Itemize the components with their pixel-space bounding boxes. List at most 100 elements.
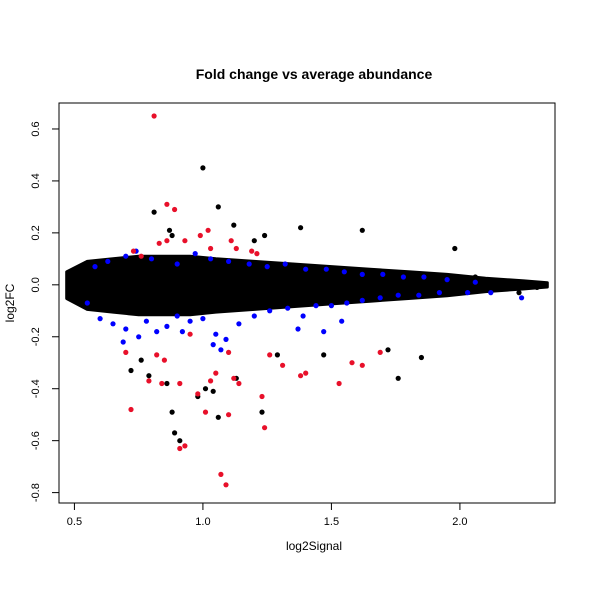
y-tick-label: -0.8 [30, 483, 42, 502]
data-point [262, 425, 268, 431]
data-point [251, 238, 257, 244]
data-point [164, 380, 170, 387]
data-point [200, 316, 206, 322]
data-point [236, 321, 242, 327]
data-point [110, 321, 116, 327]
data-point [274, 352, 280, 358]
data-point [154, 352, 160, 358]
data-point [208, 256, 214, 262]
data-point [174, 261, 180, 267]
data-point [123, 253, 129, 259]
x-tick-label: 1.5 [324, 516, 339, 528]
data-point [223, 482, 229, 488]
y-tick-label: 0.2 [30, 225, 42, 240]
data-point [172, 206, 178, 213]
data-point [349, 360, 355, 366]
data-point [339, 318, 345, 324]
data-point [187, 331, 193, 337]
data-point [246, 261, 252, 267]
data-point [164, 201, 170, 207]
point-cloud [65, 254, 549, 317]
data-point [154, 329, 160, 335]
data-point [472, 279, 478, 285]
y-tick-label: 0.6 [30, 121, 42, 136]
data-point [202, 409, 209, 415]
data-point [156, 240, 162, 246]
data-point [280, 362, 286, 368]
data-point [236, 380, 242, 387]
data-point [210, 388, 216, 394]
data-point [215, 414, 221, 420]
data-point [128, 367, 134, 374]
data-point [231, 222, 237, 228]
data-point [215, 204, 221, 210]
data-point [264, 264, 270, 270]
data-point [534, 284, 540, 290]
data-point [254, 251, 260, 257]
data-point [174, 313, 180, 319]
data-point [159, 380, 165, 387]
data-point [359, 227, 365, 233]
chart-title: Fold change vs average abundance [196, 66, 433, 82]
data-point [172, 430, 178, 436]
data-point [359, 271, 365, 277]
data-point [444, 277, 450, 283]
data-point [395, 375, 401, 381]
data-point [418, 354, 424, 361]
data-point [377, 349, 383, 355]
data-point [377, 295, 383, 301]
data-points [84, 113, 548, 488]
data-point [161, 357, 167, 363]
data-point [336, 380, 342, 387]
data-point [200, 165, 206, 171]
data-point [138, 253, 144, 259]
data-point [226, 412, 232, 418]
data-point [210, 342, 216, 348]
data-point [120, 339, 126, 345]
data-point [128, 406, 134, 413]
data-point [519, 295, 525, 301]
data-point [151, 209, 157, 215]
data-point [359, 297, 365, 303]
x-axis-label: log2Signal [286, 539, 342, 553]
data-point [213, 370, 219, 376]
data-point [321, 352, 327, 358]
data-point [300, 313, 306, 319]
data-point [436, 290, 442, 296]
data-point [84, 300, 90, 306]
x-tick-label: 1.0 [195, 516, 210, 528]
data-point [298, 225, 304, 231]
data-point [223, 336, 229, 342]
data-point [123, 326, 129, 332]
y-tick-label: 0.0 [30, 277, 42, 292]
data-point [231, 375, 237, 381]
data-point [138, 357, 144, 363]
data-point [97, 316, 103, 322]
data-point [282, 261, 288, 267]
data-point [123, 349, 129, 355]
data-point [105, 258, 111, 264]
data-point [321, 329, 327, 335]
data-point [195, 391, 201, 397]
data-point [151, 113, 157, 119]
data-point [344, 300, 350, 306]
data-point [400, 274, 406, 280]
y-axis: -0.8 -0.6 -0.4 -0.2 0.0 0.2 0.4 0.6 [30, 121, 60, 502]
data-point [177, 438, 183, 444]
data-point [205, 227, 211, 233]
data-point [202, 386, 209, 392]
data-point [130, 248, 137, 254]
data-point [298, 373, 304, 379]
data-point [385, 347, 391, 353]
data-point [226, 349, 232, 355]
dense-point-band [65, 254, 549, 317]
data-point [143, 318, 149, 324]
data-point [233, 245, 239, 252]
data-point [259, 393, 265, 400]
y-tick-label: -0.6 [30, 431, 42, 450]
y-tick-label: -0.2 [30, 327, 42, 346]
data-point [148, 256, 155, 262]
y-tick-label: -0.4 [30, 379, 42, 398]
data-point [226, 258, 232, 264]
